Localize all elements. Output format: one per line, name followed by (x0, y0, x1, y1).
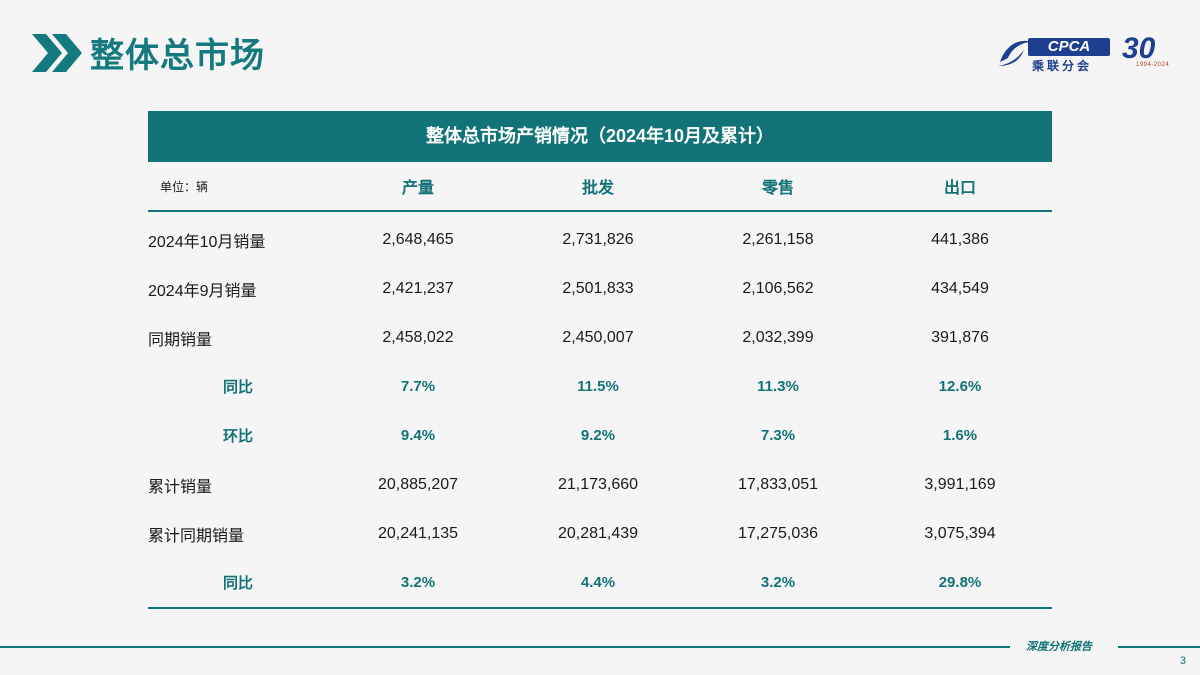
table-cell: 2,421,237 (382, 279, 454, 297)
table-cell: 20,241,135 (377, 524, 459, 542)
table-row: 累计销量 20,885,207 21,173,660 17,833,051 3,991,… (148, 460, 1052, 509)
row-label: 同比 (222, 575, 253, 592)
row-label: 2024年9月销量 (148, 282, 257, 300)
table-title: 整体总市场产销情况（2024年10月及累计） (148, 111, 1052, 162)
market-table: 整体总市场产销情况（2024年10月及累计） 单位：辆 产量 批发 零售 出口 … (148, 111, 1052, 609)
table-cell: 2,501,833 (562, 279, 634, 297)
table-cell: 21,173,660 (557, 475, 639, 493)
table-column-header: 单位：辆 产量 批发 零售 出口 (148, 162, 1052, 212)
table-cell: 2,458,022 (382, 328, 454, 346)
row-label: 累计同期销量 (148, 527, 245, 545)
double-chevron-icon (32, 34, 82, 72)
footer-divider (1118, 646, 1200, 648)
table-cell: 9.2% (580, 427, 616, 444)
row-label: 环比 (222, 428, 253, 445)
table-cell: 11.3% (757, 378, 799, 395)
anniversary-years: 1994-2024 (1136, 62, 1170, 68)
table-cell: 434,549 (931, 279, 989, 297)
table-cell: 2,731,826 (562, 230, 634, 248)
row-label: 同期销量 (148, 331, 213, 349)
table-cell: 20,885,207 (377, 475, 459, 493)
table-cell: 2,450,007 (562, 328, 634, 346)
table-row: 累计同期销量 20,241,135 20,281,439 17,275,036 3,07… (148, 509, 1052, 558)
table-cell: 4.4% (580, 574, 616, 591)
anniversary-number: 30 (1122, 32, 1156, 65)
footer-divider (0, 646, 1010, 648)
table-row: 同期销量 2,458,022 2,450,007 2,032,399 391,876 (148, 313, 1052, 362)
logo-area: CPCA 乘联分会 30 1994-2024 (996, 32, 1176, 74)
table-cell: 7.7% (400, 378, 436, 395)
table-cell: 11.5% (577, 378, 619, 395)
table-row: 2024年9月销量 2,421,237 2,501,833 2,106,562 434,… (148, 264, 1052, 313)
table-cell: 3.2% (400, 574, 436, 591)
cpca-logo: CPCA 乘联分会 (996, 36, 1111, 73)
table-cell: 2,032,399 (742, 328, 814, 346)
table-row: 同比 3.2% 4.4% 3.2% 29.8% (148, 558, 1052, 607)
page-title: 整体总市场 (90, 37, 265, 75)
table-body: 2024年10月销量 2,648,465 2,731,826 2,261,158 441… (148, 212, 1052, 609)
table-cell: 391,876 (931, 328, 989, 346)
unit-label: 单位：辆 (160, 179, 209, 194)
table-row: 2024年10月销量 2,648,465 2,731,826 2,261,158 441… (148, 215, 1052, 264)
row-label: 同比 (222, 379, 253, 396)
column-header: 产量 (401, 180, 434, 197)
anniversary-logo: 30 1994-2024 (1122, 32, 1176, 72)
table-cell: 441,386 (931, 230, 989, 248)
table-cell: 20,281,439 (557, 524, 639, 542)
table-cell: 17,833,051 (737, 475, 819, 493)
cpca-brand: CPCA (1028, 38, 1110, 56)
table-cell: 1.6% (942, 427, 978, 444)
column-header: 零售 (761, 180, 794, 197)
table-cell: 2,648,465 (382, 230, 454, 248)
page-number: 3 (1179, 655, 1186, 667)
footer-label: 深度分析报告 (1026, 641, 1092, 653)
column-header: 出口 (943, 180, 976, 197)
table-cell: 2,261,158 (742, 230, 814, 248)
row-label: 累计销量 (148, 478, 213, 496)
cpca-brand-cn: 乘联分会 (1032, 59, 1093, 73)
table-cell: 3,991,169 (924, 475, 996, 493)
table-cell: 12.6% (938, 378, 982, 395)
table-cell: 7.3% (760, 427, 796, 444)
table-cell: 3,075,394 (924, 524, 996, 542)
column-header: 批发 (581, 180, 614, 197)
swoosh-icon (998, 40, 1032, 66)
table-cell: 29.8% (938, 574, 982, 591)
row-label: 2024年10月销量 (148, 233, 266, 251)
table-cell: 2,106,562 (742, 279, 814, 297)
table-cell: 17,275,036 (737, 524, 819, 542)
table-row: 同比 7.7% 11.5% 11.3% 12.6% (148, 362, 1052, 411)
table-cell: 9.4% (400, 427, 436, 444)
table-row: 环比 9.4% 9.2% 7.3% 1.6% (148, 411, 1052, 460)
table-cell: 3.2% (760, 574, 796, 591)
